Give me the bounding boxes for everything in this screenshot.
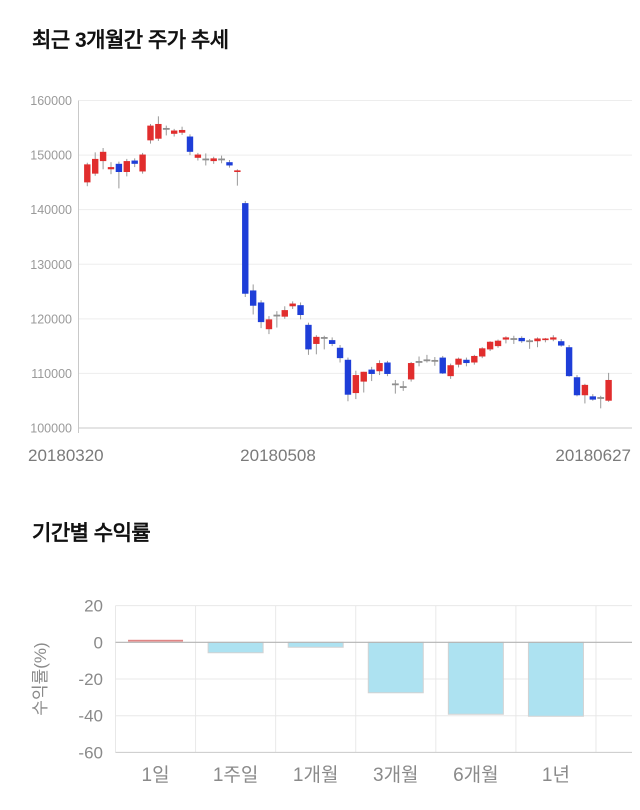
svg-text:160000: 160000 (30, 94, 72, 108)
price-candlestick-chart: 160000 150000 140000 130000 120000 110000 1000… (28, 94, 632, 465)
svg-text:-60: -60 (78, 743, 103, 762)
svg-text:1일: 1일 (142, 764, 170, 786)
svg-text:20180508: 20180508 (240, 446, 316, 465)
price-x-axis-labels: 20180320 20180508 20180627 (28, 446, 631, 465)
return-bar-5 (527, 641, 584, 717)
svg-text:150000: 150000 (30, 149, 72, 163)
period-returns-title: 기간별 수익률 (32, 522, 151, 545)
svg-text:110000: 110000 (31, 367, 72, 381)
svg-text:0: 0 (94, 633, 103, 652)
svg-text:120000: 120000 (30, 312, 72, 326)
svg-text:-20: -20 (78, 670, 103, 689)
svg-text:1개월: 1개월 (293, 764, 339, 786)
svg-text:6개월: 6개월 (453, 764, 499, 786)
price-grid (78, 100, 632, 433)
svg-text:20180320: 20180320 (28, 446, 104, 465)
returns-y-axis-labels: 20 0 -20 -40 -60 (78, 597, 103, 763)
svg-text:20: 20 (84, 597, 103, 616)
svg-text:20180627: 20180627 (555, 446, 631, 465)
svg-text:-40: -40 (78, 707, 103, 726)
svg-text:수익률(%): 수익률(%) (31, 642, 50, 715)
return-bar-4 (447, 641, 504, 715)
return-bar-2 (287, 641, 344, 648)
returns-bars (128, 639, 584, 717)
svg-text:3개월: 3개월 (373, 764, 419, 786)
returns-y-axis-title: 수익률(%) (31, 642, 50, 715)
svg-text:140000: 140000 (30, 203, 72, 217)
return-bar-0 (128, 639, 184, 642)
svg-text:100000: 100000 (30, 422, 72, 436)
svg-text:1년: 1년 (542, 764, 570, 786)
svg-text:1주일: 1주일 (213, 764, 259, 786)
returns-axis-lines (115, 641, 632, 753)
price-candles (84, 116, 612, 409)
returns-x-axis-labels: 1일 1주일 1개월 3개월 6개월 1년 (142, 764, 570, 786)
price-y-axis-labels: 160000 150000 140000 130000 120000 110000 1000… (30, 94, 72, 436)
return-bar-1 (207, 641, 264, 654)
svg-text:130000: 130000 (30, 258, 72, 272)
price-trend-title: 최근 3개월간 주가 추세 (32, 29, 229, 52)
return-bar-3 (367, 641, 424, 694)
